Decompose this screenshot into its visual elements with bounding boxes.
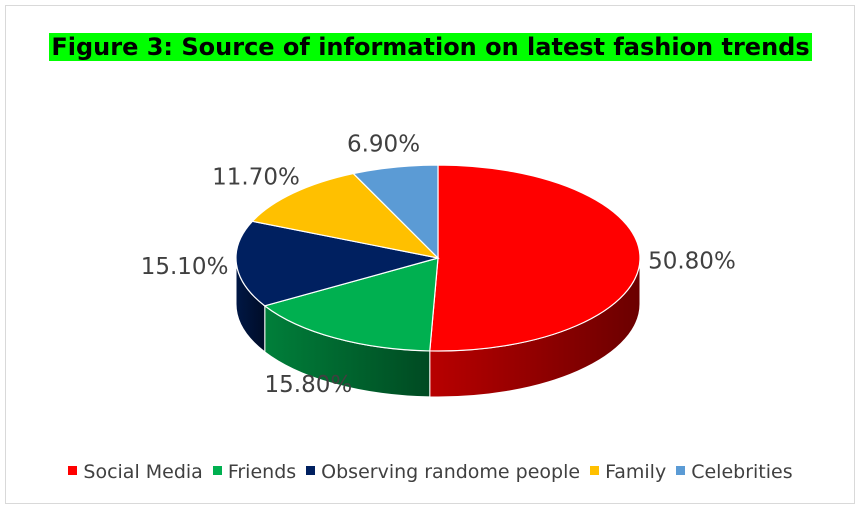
legend-label-family: Family — [605, 461, 667, 483]
legend-label-friends: Friends — [227, 461, 297, 483]
pie-top-faces — [235, 164, 641, 352]
data-label-observing-randome-people: 15.10% — [141, 254, 229, 280]
pie-slice-observing-randome-people — [235, 220, 439, 307]
legend-label-social-media: Social Media — [83, 461, 203, 483]
data-label-family: 11.70% — [212, 164, 300, 190]
legend-swatch-social-media — [68, 466, 78, 475]
chart-legend: Social Media Friends Observing randome peo… — [0, 461, 861, 483]
pie-slice-social-media — [429, 164, 641, 352]
legend-item-social-media: Social Media — [68, 461, 203, 483]
data-label-celebrities: 6.90% — [347, 132, 420, 158]
legend-item-observing-randome-people: Observing randome people — [306, 461, 580, 483]
legend-swatch-family — [590, 466, 600, 475]
data-label-friends: 15.80% — [265, 372, 353, 398]
legend-item-family: Family — [590, 461, 666, 483]
legend-item-friends: Friends — [212, 461, 297, 483]
pie-slice-family — [251, 172, 440, 259]
pie-data-labels: 50.80% 15.80% 15.10% 11.70% 6.90% — [141, 132, 736, 398]
legend-item-celebrities: Celebrities — [676, 461, 793, 483]
chart-title: Figure 3: Source of information on lates… — [0, 30, 861, 64]
legend-label-observing-randome-people: Observing randome people — [321, 461, 581, 483]
legend-label-celebrities: Celebrities — [691, 461, 793, 483]
legend-swatch-celebrities — [676, 466, 686, 475]
data-label-social-media: 50.80% — [648, 248, 736, 274]
chart-title-text: Figure 3: Source of information on lates… — [49, 33, 812, 61]
legend-swatch-observing-randome-people — [306, 466, 316, 475]
legend-swatch-friends — [212, 466, 222, 475]
pie-slice-celebrities — [352, 164, 439, 260]
pie-slice-friends — [263, 257, 439, 352]
